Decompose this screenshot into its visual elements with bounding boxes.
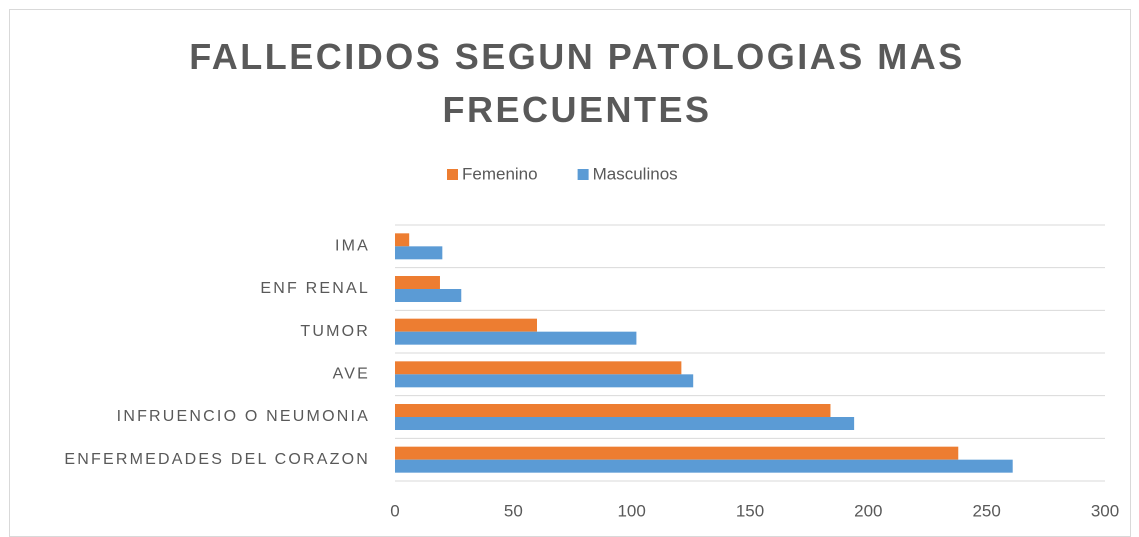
bar xyxy=(395,417,855,430)
legend-swatch xyxy=(447,169,458,180)
x-tick-label: 300 xyxy=(1091,501,1119,520)
legend-swatch xyxy=(577,169,589,180)
bar xyxy=(395,361,682,375)
bar xyxy=(395,459,1013,473)
y-tick-label: IMA xyxy=(335,238,370,255)
x-tick-label: 0 xyxy=(390,501,399,520)
bar xyxy=(395,374,694,388)
bar xyxy=(395,276,440,289)
legend-label: Masculinos xyxy=(593,164,678,183)
bar xyxy=(395,318,537,332)
x-tick-label: 100 xyxy=(617,501,645,520)
x-tick-label: 250 xyxy=(972,501,1000,520)
y-tick-label: INFRUENCIO O NEUMONIA xyxy=(117,408,370,425)
bar xyxy=(395,446,959,460)
chart-title: FALLECIDOS SEGUN PATOLOGIAS MAS FRECUENT… xyxy=(189,36,965,130)
legend-label: Femenino xyxy=(462,164,538,183)
y-tick-label: TUMOR xyxy=(300,323,370,340)
y-tick-label: ENF RENAL xyxy=(260,280,370,297)
bar xyxy=(395,404,831,417)
bar xyxy=(395,233,410,247)
bar xyxy=(395,331,637,345)
x-tick-label: 200 xyxy=(854,501,882,520)
x-tick-label: 150 xyxy=(736,501,764,520)
x-tick-label: 50 xyxy=(504,501,523,520)
y-tick-label: ENFERMEDADES DEL CORAZON xyxy=(64,451,370,468)
bar xyxy=(395,246,443,260)
bar xyxy=(395,289,462,302)
y-tick-label: AVE xyxy=(333,366,370,383)
